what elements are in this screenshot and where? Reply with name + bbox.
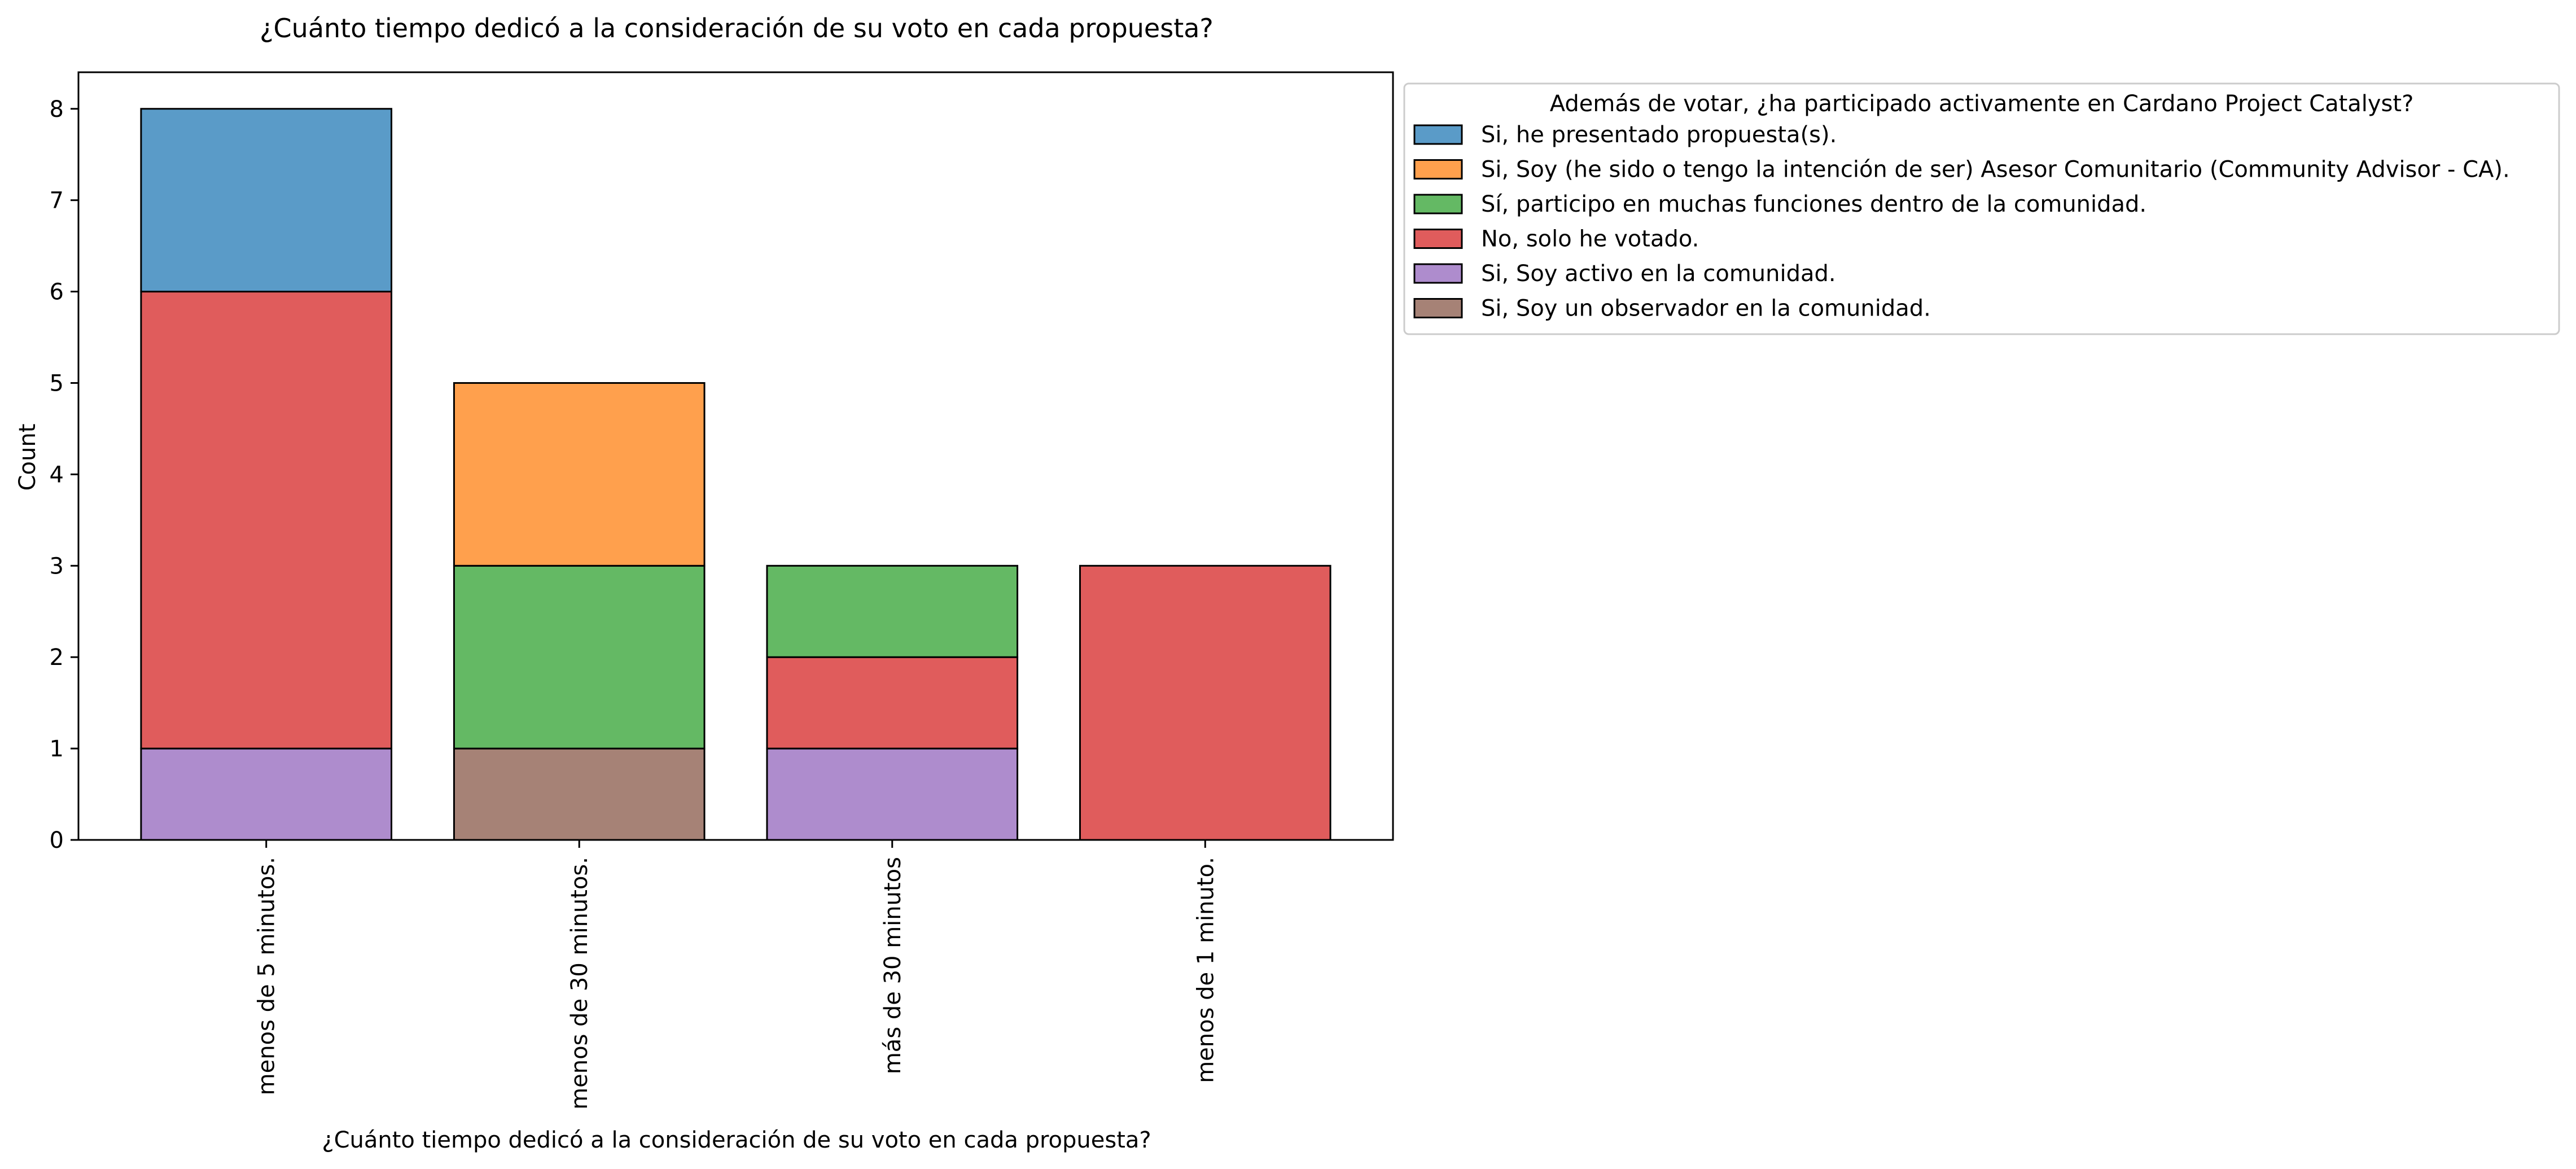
bar-1-series-1: [453, 382, 706, 567]
bar-1-series-5: [453, 747, 706, 841]
legend-label-3: No, solo he votado.: [1481, 226, 1699, 252]
y-tick-label: 0: [50, 828, 64, 853]
legend-swatch-0: [1413, 124, 1463, 145]
x-tick-label: menos de 30 minutos.: [567, 857, 593, 1110]
bar-2-series-4: [766, 747, 1019, 841]
y-tick-label: 7: [50, 188, 64, 214]
legend-frame: [1403, 82, 2560, 335]
legend-items: Si, he presentado propuesta(s). Si, Soy (…: [1413, 122, 2510, 322]
y-axis-label: Count: [15, 424, 41, 491]
legend-label-4: Si, Soy activo en la comunidad.: [1481, 261, 1836, 287]
bars-layer: [140, 108, 1331, 841]
legend-swatch-5: [1413, 298, 1463, 318]
legend: Además de votar, ¿ha participado activam…: [1403, 82, 2560, 335]
bar-0-series-3: [140, 291, 393, 750]
y-tick-label: 2: [50, 645, 64, 671]
y-tick-label: 8: [50, 97, 64, 122]
y-tick-label: 6: [50, 279, 64, 305]
bar-3-series-3: [1079, 564, 1331, 841]
x-tick-label: más de 30 minutos: [880, 857, 906, 1074]
bar-2-series-2: [766, 564, 1019, 658]
y-ticks-layer: 0 1 2 3 4 5 6 7 8: [50, 97, 78, 853]
x-tick-label: menos de 1 minuto.: [1193, 857, 1219, 1083]
legend-swatch-1: [1413, 159, 1463, 179]
legend-title: Además de votar, ¿ha participado activam…: [1550, 91, 2414, 117]
x-ticks-layer: menos de 5 minutos. menos de 30 minutos. m…: [254, 840, 1219, 1110]
y-tick-label: 5: [50, 370, 64, 396]
bar-2-series-3: [766, 656, 1019, 750]
legend-label-0: Si, he presentado propuesta(s).: [1481, 122, 1837, 148]
plot-frame: [77, 71, 1394, 841]
bar-0-series-4: [140, 747, 393, 841]
x-axis-label: ¿Cuánto tiempo dedicó a la consideración…: [322, 1127, 1151, 1153]
legend-label-5: Si, Soy un observador en la comunidad.: [1481, 296, 1931, 322]
bar-0-series-0: [140, 108, 393, 293]
y-tick-label: 1: [50, 736, 64, 762]
y-tick-label: 3: [50, 553, 64, 579]
legend-swatch-4: [1413, 263, 1463, 284]
legend-label-2: Sí, participo en muchas funciones dentro…: [1481, 191, 2146, 217]
chart-title: ¿Cuánto tiempo dedicó a la consideración…: [260, 13, 1213, 43]
x-tick-label: menos de 5 minutos.: [254, 857, 280, 1095]
legend-swatch-3: [1413, 229, 1463, 249]
bar-1-series-2: [453, 564, 706, 750]
legend-label-1: Si, Soy (he sido o tengo la intención de…: [1481, 157, 2510, 183]
y-tick-label: 4: [50, 462, 64, 488]
legend-swatch-2: [1413, 194, 1463, 214]
